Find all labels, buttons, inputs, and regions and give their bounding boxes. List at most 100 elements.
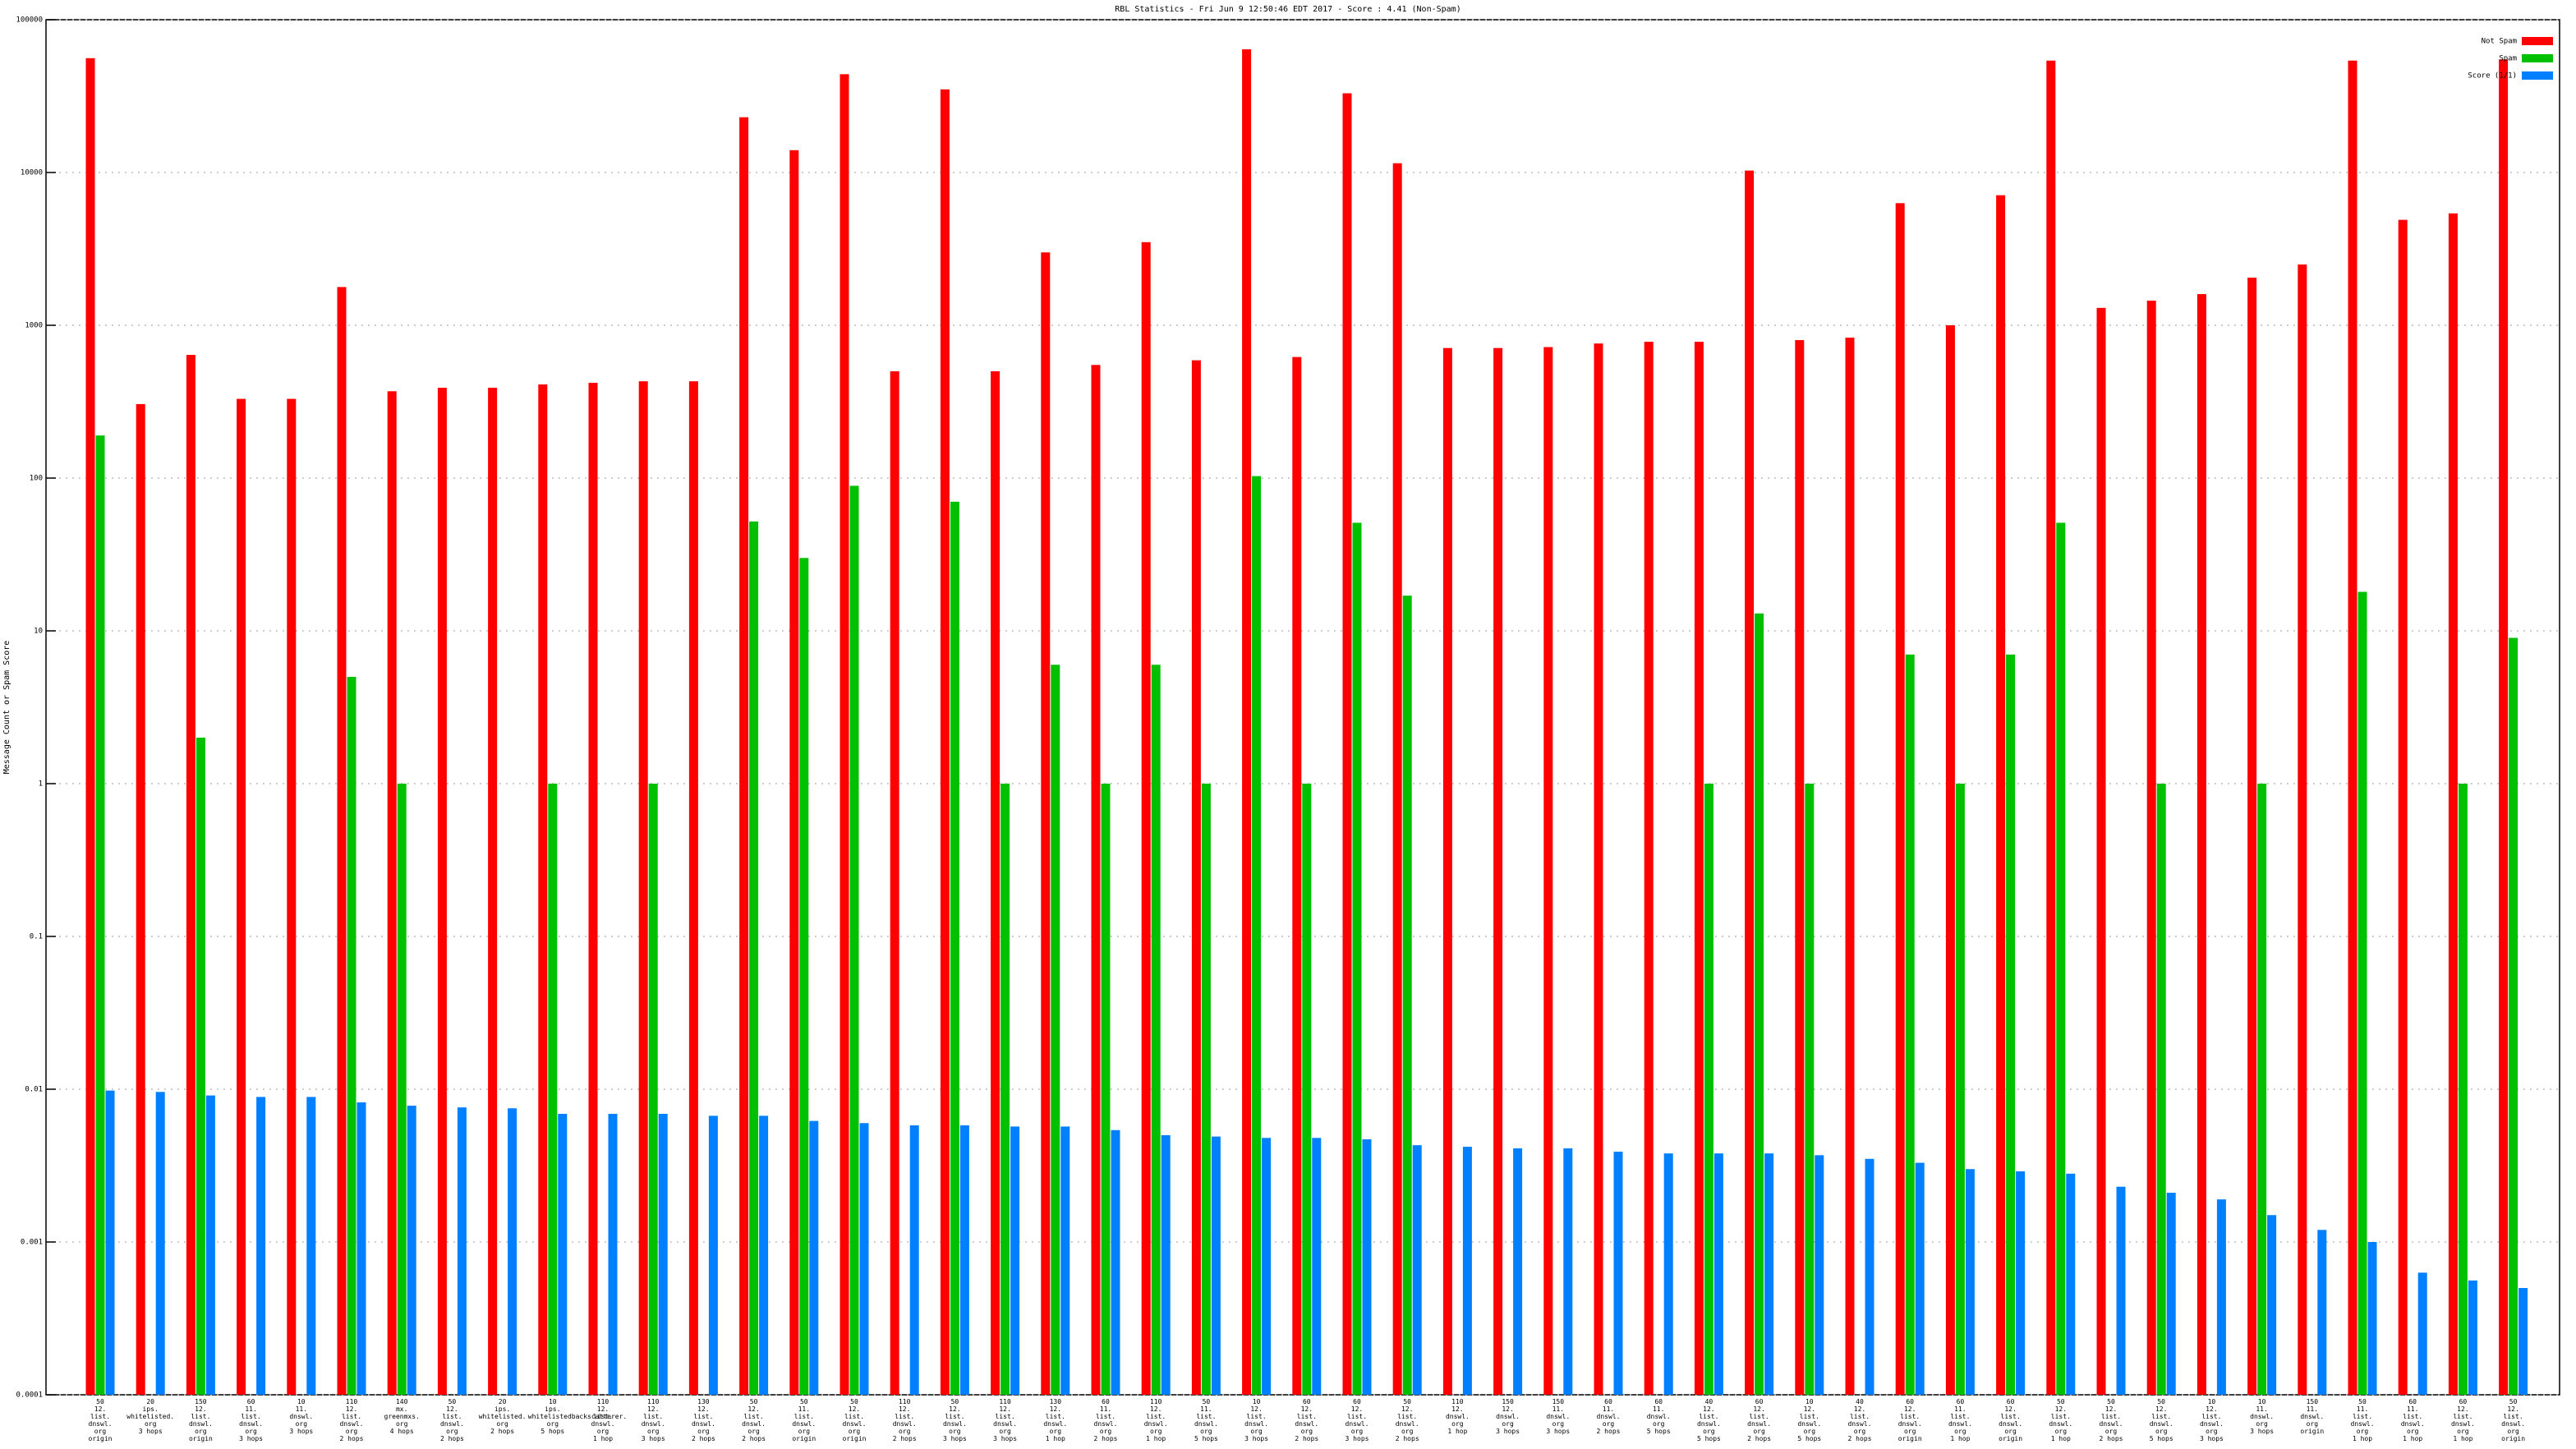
x-tick-label: 10 11. dnswl. org 3 hops — [2250, 1398, 2275, 1435]
bar — [256, 1097, 266, 1395]
bar — [1101, 784, 1111, 1395]
bar — [1000, 784, 1010, 1395]
bar — [789, 150, 799, 1395]
bar — [588, 383, 598, 1395]
bar — [1513, 1148, 1523, 1395]
bar — [237, 398, 246, 1395]
bar — [1764, 1153, 1774, 1395]
bar — [1010, 1126, 1020, 1395]
y-tick-label: 10 — [34, 628, 43, 636]
bar — [1905, 654, 1915, 1395]
bar — [1211, 1136, 1221, 1395]
bar — [1392, 163, 1402, 1395]
bar — [457, 1107, 467, 1395]
x-tick-label: 110 12. list. dnswl. org 3 hops — [641, 1398, 665, 1442]
legend-swatch — [2522, 37, 2553, 45]
x-tick-label: 60 12. list. dnswl. org origin — [1999, 1398, 2023, 1442]
bar — [1815, 1155, 1824, 1395]
legend-swatch — [2522, 54, 2553, 62]
bar — [1895, 203, 1905, 1396]
bar — [85, 58, 95, 1395]
bar — [840, 74, 849, 1396]
x-tick-label: 150 12. list. dnswl. org origin — [188, 1398, 213, 1442]
bar — [2146, 300, 2156, 1395]
bar — [2317, 1230, 2327, 1395]
bar — [688, 381, 698, 1396]
legend-label: Not Spam — [2482, 38, 2517, 46]
bar — [488, 388, 498, 1395]
bar — [105, 1090, 115, 1395]
bar — [1663, 1153, 1673, 1395]
x-tick-label: 60 11. dnswl. org 2 hops — [1596, 1398, 1621, 1435]
bar — [1865, 1158, 1874, 1395]
x-tick-label: 60 11. list. dnswl. org 2 hops — [1093, 1398, 1118, 1442]
bar — [2367, 1242, 2377, 1395]
x-tick-label: 50 11. list. dnswl. org origin — [792, 1398, 816, 1442]
bar — [638, 381, 648, 1396]
bar — [2096, 307, 2106, 1396]
x-tick-label: 60 11. dnswl. org 5 hops — [1646, 1398, 1671, 1435]
bar — [1161, 1134, 1171, 1395]
bar — [1060, 1126, 1070, 1395]
x-tick-label: 50 11. list. dnswl. org 1 hop — [2350, 1398, 2375, 1442]
bar — [950, 501, 959, 1395]
bar — [95, 435, 105, 1395]
bar — [437, 388, 447, 1395]
bar — [205, 1095, 215, 1395]
bar — [558, 1113, 568, 1395]
bar — [2358, 591, 2367, 1395]
bar — [287, 398, 297, 1395]
bar — [2196, 294, 2206, 1395]
bar — [1915, 1162, 1925, 1395]
x-tick-label: 10 12. list. dnswl. org 3 hops — [1244, 1398, 1269, 1442]
x-tick-label: 40 12. list. dnswl. org 5 hops — [1696, 1398, 1721, 1442]
x-tick-label: 50 12. list. dnswl. org 2 hops — [439, 1398, 464, 1442]
bar — [859, 1123, 869, 1395]
bar — [136, 403, 145, 1396]
bar — [2509, 637, 2518, 1395]
y-tick-label: 100 — [30, 475, 43, 483]
x-tick-label: 50 12. list. dnswl. org 1 hop — [2049, 1398, 2073, 1442]
y-axis-label: Message Count or Spam Score — [2, 641, 12, 775]
bar — [548, 784, 558, 1395]
x-tick-label: 150 11. dnswl. org origin — [2300, 1398, 2325, 1435]
bar — [890, 370, 899, 1395]
y-tick-label: 1000 — [25, 322, 43, 330]
legend-label: Score (1/1) — [2468, 72, 2517, 80]
bar — [1262, 1138, 1272, 1395]
bar — [1342, 93, 1352, 1396]
x-tick-label: 50 12. list. dnswl. org 5 hops — [2149, 1398, 2174, 1442]
bar — [1111, 1129, 1120, 1395]
x-tick-label: 20 ips. whitelisted. org 2 hops — [478, 1398, 527, 1435]
bar — [1252, 476, 1262, 1395]
bar — [2398, 219, 2408, 1395]
bar — [1151, 665, 1161, 1395]
x-tick-label: 50 12. list. dnswl. org 2 hops — [1395, 1398, 1419, 1442]
bar — [1714, 1153, 1723, 1395]
y-tick-label: 0.1 — [30, 933, 43, 941]
x-tick-label: 130 12. list. dnswl. org 1 hop — [1043, 1398, 1068, 1442]
x-tick-label: 10 11. dnswl. org 3 hops — [289, 1398, 314, 1435]
x-tick-label: 110 12. list. dnswl. org 2 hops — [339, 1398, 364, 1442]
x-tick-label: 110 12. list. dnswl. org 3 hops — [993, 1398, 1018, 1442]
x-tick-label: 50 12. list. dnswl. org 3 hops — [942, 1398, 967, 1442]
bar — [1845, 338, 1855, 1395]
bar — [407, 1106, 416, 1395]
x-tick-label: 60 11. list. dnswl. org 1 hop — [1948, 1398, 1972, 1442]
bar — [1493, 347, 1503, 1395]
bar — [1694, 342, 1704, 1395]
x-tick-label: 130 12. list. dnswl. org 2 hops — [691, 1398, 715, 1442]
x-tick-label: 50 12. list. dnswl. org origin — [88, 1398, 113, 1442]
bar — [2267, 1215, 2277, 1395]
bar — [959, 1125, 969, 1395]
x-tick-label: 110 12. list. dnswl. org 2 hops — [892, 1398, 917, 1442]
bar — [155, 1092, 165, 1395]
bar — [1312, 1138, 1322, 1395]
y-tick-label: 0.0001 — [16, 1392, 43, 1400]
bar — [799, 558, 809, 1395]
bar — [749, 521, 759, 1395]
bar — [1996, 195, 2006, 1395]
x-tick-label: 10 12. list. dnswl. org 5 hops — [1797, 1398, 1822, 1442]
x-tick-label: 40 12. list. dnswl. org 2 hops — [1847, 1398, 1872, 1442]
